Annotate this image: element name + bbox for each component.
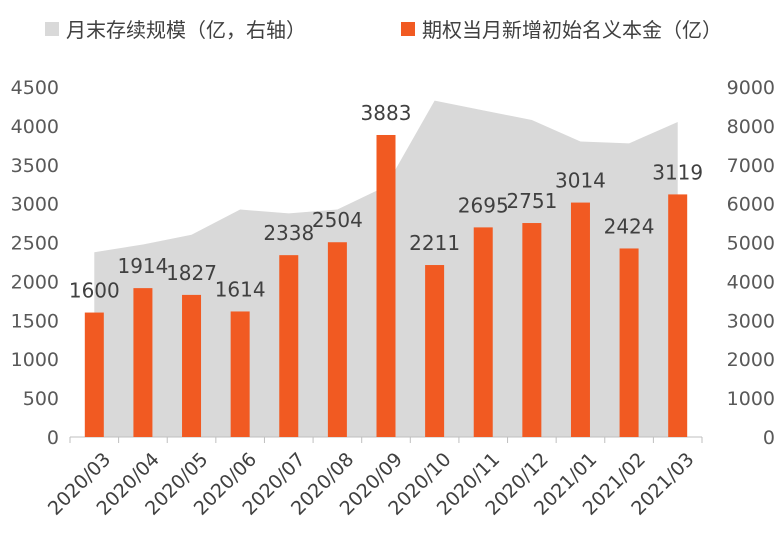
y-axis-left: 0 500 1000 1500 2000 2500 3000 3500 4000 4500 [11,77,59,449]
y-right-tick-label: 4000 [727,271,775,293]
bar-2020/08 [327,242,347,437]
y-left-tick-label: 3500 [11,155,59,177]
y-right-tick-label: 7000 [727,155,775,177]
y-left-tick-label: 500 [23,388,59,410]
bar-2021/02 [619,248,639,437]
legend-swatch-area [45,22,59,36]
legend-label-area: 月末存续规模（亿，右轴） [66,18,306,42]
y-right-tick-label: 0 [763,427,775,449]
axes-layer [69,436,703,443]
y-right-tick-label: 3000 [727,310,775,332]
data-label-2020/04: 1914 [117,254,168,278]
y-left-tick-label: 4500 [11,77,59,99]
bar-2020/07 [279,255,299,437]
data-label-2020/12: 2751 [506,189,557,213]
y-right-tick-label: 8000 [727,116,775,138]
y-right-tick-label: 6000 [727,194,775,216]
bar-2021/03 [668,194,688,437]
data-label-2020/03: 1600 [69,279,120,303]
y-left-tick-label: 3000 [11,194,59,216]
data-label-2020/09: 3883 [361,101,412,125]
data-label-2020/08: 2504 [312,208,363,232]
y-left-tick-label: 1000 [11,349,59,371]
y-left-tick-label: 4000 [11,116,59,138]
bar-2021/01 [570,202,590,437]
legend-swatch-bar [401,22,415,36]
y-right-tick-label: 2000 [727,349,775,371]
legend-label-bar: 期权当月新增初始名义本金（亿） [422,18,722,42]
bar-2020/04 [133,288,153,437]
data-label-2020/07: 2338 [263,221,314,245]
data-label-2020/11: 2695 [458,193,509,217]
data-label-2020/10: 2211 [409,231,460,255]
y-left-tick-label: 0 [47,427,59,449]
bar-2020/05 [182,294,202,437]
bar-2020/06 [230,311,250,437]
y-left-tick-label: 2500 [11,233,59,255]
data-label-2020/06: 1614 [215,277,266,301]
data-label-2021/01: 3014 [555,169,606,193]
bars-layer [84,134,688,437]
y-left-tick-label: 2000 [11,271,59,293]
y-right-tick-label: 9000 [727,77,775,99]
x-axis: 2020/032020/042020/052020/062020/072020/… [44,448,699,519]
data-label-2021/03: 3119 [652,160,703,184]
bar-2020/12 [522,223,542,437]
y-left-tick-label: 1500 [11,310,59,332]
y-right-tick-label: 5000 [727,233,775,255]
y-right-tick-label: 1000 [727,388,775,410]
data-label-2020/05: 1827 [166,261,217,285]
bar-2020/10 [425,265,445,437]
bar-2020/11 [473,227,493,437]
bar-2020/09 [376,134,396,437]
legend: 月末存续规模（亿，右轴） 期权当月新增初始名义本金（亿） [45,18,722,42]
y-axis-right: 0 1000 2000 3000 4000 5000 6000 7000 8000 9000 [727,77,775,449]
bar-2020/03 [84,312,104,437]
data-label-2021/02: 2424 [604,214,655,238]
